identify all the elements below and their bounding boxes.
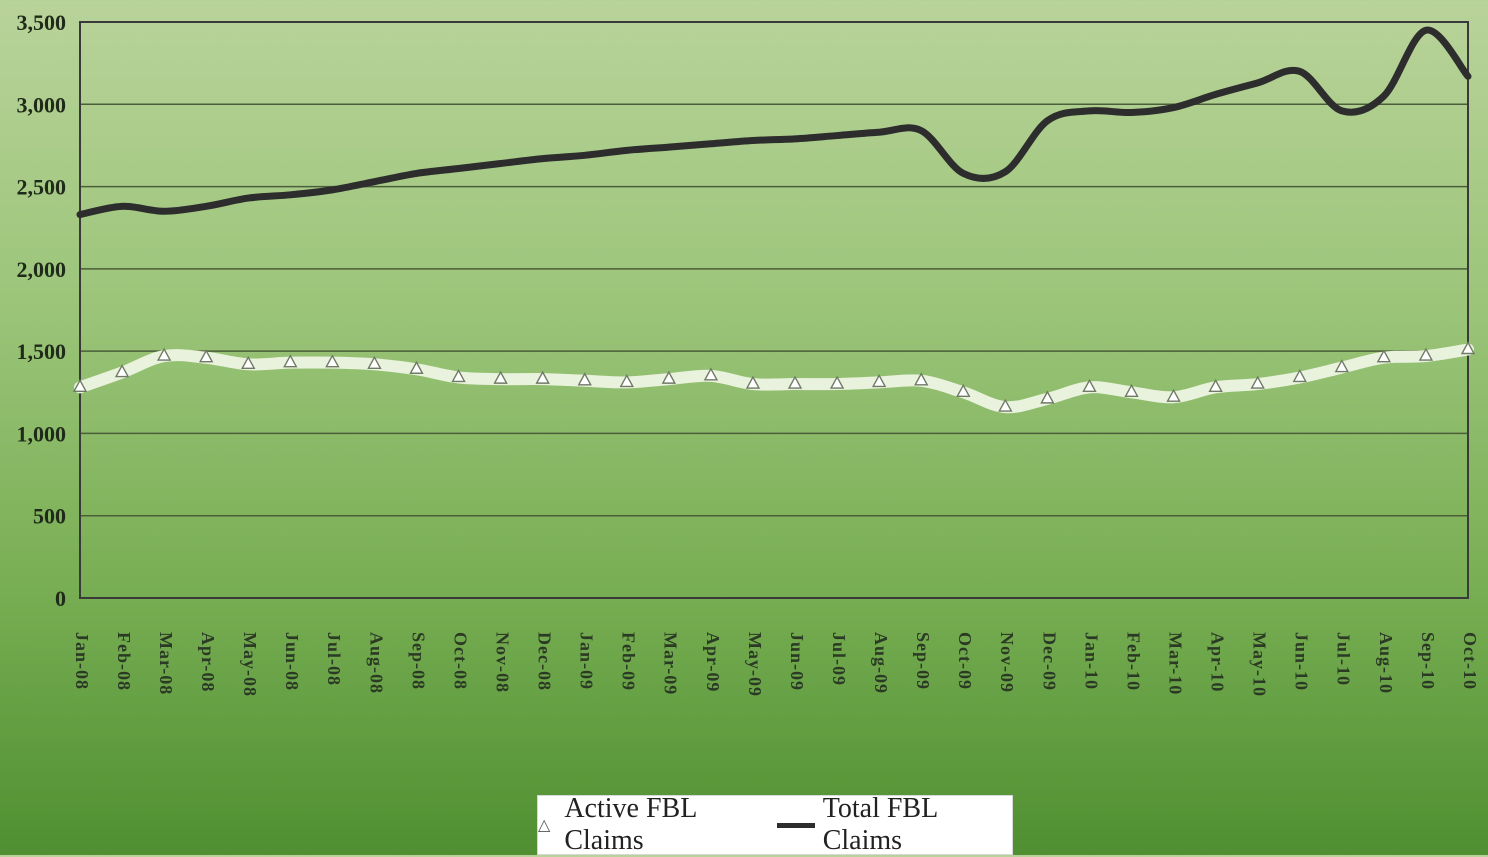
y-tick-label: 1,000	[17, 421, 67, 446]
point-active-fbl-claims	[535, 370, 550, 384]
x-tick-label: Jun-09	[787, 632, 807, 691]
plot-area	[79, 21, 1469, 599]
series-line-active-fbl-claims	[74, 343, 1474, 414]
legend-label-total: Total FBL Claims	[822, 793, 938, 856]
x-tick-label: Dec-09	[1039, 632, 1059, 691]
point-active-fbl-claims	[1334, 359, 1349, 373]
point-active-fbl-claims	[114, 364, 130, 378]
y-tick-label: 1,500	[17, 339, 67, 364]
legend-item-total: Total FBL Claims	[777, 793, 1012, 857]
x-tick-label: Feb-09	[619, 632, 639, 691]
x-tick-label: Oct-09	[955, 632, 975, 690]
x-tick-label: Apr-08	[198, 632, 218, 692]
point-active-fbl-claims	[1418, 347, 1434, 361]
gridlines	[80, 21, 1468, 599]
point-active-fbl-claims	[1208, 378, 1223, 393]
point-active-fbl-claims	[1376, 349, 1392, 363]
point-active-fbl-claims	[325, 354, 340, 368]
point-active-fbl-claims	[914, 372, 929, 386]
y-tick-label: 2,000	[17, 257, 67, 282]
y-tick-label: 500	[33, 504, 66, 529]
y-tick-label: 2,500	[17, 175, 67, 200]
x-tick-label: Aug-08	[366, 632, 386, 694]
x-tick-label: Jan-08	[72, 632, 92, 690]
point-active-fbl-claims	[956, 383, 971, 397]
point-active-fbl-claims	[1250, 375, 1265, 389]
x-tick-label: Jul-09	[829, 632, 849, 686]
x-tick-label: Dec-08	[535, 632, 555, 691]
x-tick-label: Feb-10	[1123, 632, 1143, 691]
x-axis-ticks: Jan-08 Feb-08 Mar-08 Apr-08 May-08 Jun-08 Jul-…	[72, 632, 1480, 697]
x-tick-label: Jun-08	[282, 632, 302, 691]
x-tick-label: Mar-10	[1165, 632, 1185, 695]
x-tick-label: Nov-09	[997, 632, 1017, 693]
line-swatch-icon	[777, 822, 815, 828]
x-tick-label: Jul-10	[1334, 632, 1354, 686]
point-active-fbl-claims	[829, 375, 845, 389]
x-tick-label: Aug-10	[1376, 632, 1396, 694]
x-tick-label: Oct-08	[450, 632, 470, 690]
point-active-fbl-claims	[661, 370, 677, 384]
y-tick-label: 3,500	[17, 10, 67, 35]
legend-label-active: Active FBL Claims	[564, 793, 697, 856]
x-tick-label: Sep-08	[408, 632, 428, 690]
point-active-fbl-claims	[493, 370, 508, 384]
x-tick-label: Mar-09	[661, 632, 681, 695]
point-active-fbl-claims	[619, 373, 634, 388]
x-tick-label: May-10	[1250, 632, 1270, 697]
point-active-fbl-claims	[241, 355, 256, 370]
series-line-total-fbl-claims	[76, 26, 1472, 219]
x-tick-label: May-08	[240, 632, 260, 697]
y-tick-label: 3,000	[17, 92, 67, 117]
point-active-fbl-claims	[703, 367, 719, 381]
x-tick-label: Nov-08	[492, 632, 512, 693]
y-axis-ticks: 0 500 1,000 1,500 2,000 2,500 3,000 3,500	[17, 10, 67, 611]
point-active-fbl-claims	[199, 349, 214, 363]
x-tick-label: Sep-10	[1418, 632, 1438, 690]
legend-item-active: △ Active FBL Claims	[538, 793, 769, 857]
point-active-fbl-claims	[367, 355, 382, 370]
legend: △ Active FBL Claims Total FBL Claims	[537, 793, 1013, 857]
point-active-fbl-claims	[409, 360, 424, 374]
triangle-marker-icon: △	[538, 817, 551, 834]
point-active-fbl-claims	[871, 373, 887, 388]
x-tick-label: Sep-09	[913, 632, 933, 690]
x-tick-label: Apr-10	[1208, 632, 1228, 692]
x-tick-label: Jul-08	[324, 632, 344, 686]
point-active-fbl-claims	[1124, 383, 1139, 397]
x-tick-label: Jan-09	[577, 632, 597, 690]
x-tick-label: Mar-08	[156, 632, 176, 695]
x-tick-label: Oct-10	[1460, 632, 1480, 690]
y-tick-label: 0	[55, 586, 66, 611]
point-active-fbl-claims	[998, 398, 1013, 412]
point-active-fbl-claims	[1166, 388, 1181, 402]
point-active-fbl-claims	[72, 378, 88, 393]
point-active-fbl-claims	[787, 375, 803, 389]
series-group	[72, 26, 1476, 414]
x-tick-label: Jan-10	[1081, 632, 1101, 690]
point-active-fbl-claims	[1460, 341, 1476, 355]
point-active-fbl-claims	[1040, 390, 1055, 404]
x-tick-label: Apr-09	[703, 632, 723, 692]
x-tick-label: Jun-10	[1292, 632, 1312, 691]
point-active-fbl-claims	[577, 372, 592, 386]
x-tick-label: Aug-09	[871, 632, 891, 694]
x-tick-label: May-09	[745, 632, 765, 697]
point-active-fbl-claims	[1292, 369, 1307, 383]
point-active-fbl-claims	[451, 369, 466, 383]
point-active-fbl-claims	[156, 347, 172, 361]
point-active-fbl-claims	[745, 375, 761, 389]
point-active-fbl-claims	[283, 354, 298, 368]
x-tick-label: Feb-08	[114, 632, 134, 691]
point-active-fbl-claims	[1082, 378, 1097, 393]
